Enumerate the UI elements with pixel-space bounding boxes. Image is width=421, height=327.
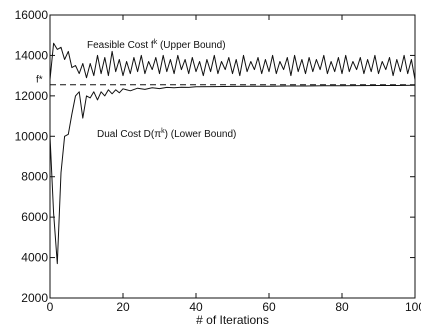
optimal-cost-label: f*	[36, 75, 43, 86]
dual-cost-line	[49, 84, 416, 265]
y-tick-label: 6000	[21, 210, 48, 224]
y-tick-label: 4000	[21, 251, 48, 265]
x-axis: 0 20 40 60 80 100	[47, 15, 421, 314]
x-tick-label: 0	[47, 300, 54, 314]
series-layer	[49, 42, 416, 265]
y-tick-label: 8000	[21, 170, 48, 184]
plot-frame	[49, 14, 416, 299]
upper-bound-annotation: Feasible Cost fk (Upper Bound)	[87, 39, 226, 51]
x-tick-label: 20	[116, 300, 130, 314]
lower-bound-annotation: Dual Cost D(πk) (Lower Bound)	[97, 128, 236, 140]
x-axis-label: # of Iterations	[196, 313, 269, 327]
y-tick-label: 10000	[15, 129, 49, 143]
feasible-cost-line	[49, 42, 416, 80]
y-tick-label: 14000	[15, 48, 49, 62]
x-tick-label: 40	[189, 300, 203, 314]
y-tick-label: 12000	[15, 89, 49, 103]
x-tick-label: 60	[262, 300, 276, 314]
y-tick-label: 2000	[21, 291, 48, 305]
x-tick-label: 80	[335, 300, 349, 314]
x-tick-label: 100	[405, 300, 421, 314]
y-axis: 2000 4000 6000 8000 10000 12000 14000 16000	[15, 8, 415, 305]
y-tick-label: 16000	[15, 8, 49, 22]
